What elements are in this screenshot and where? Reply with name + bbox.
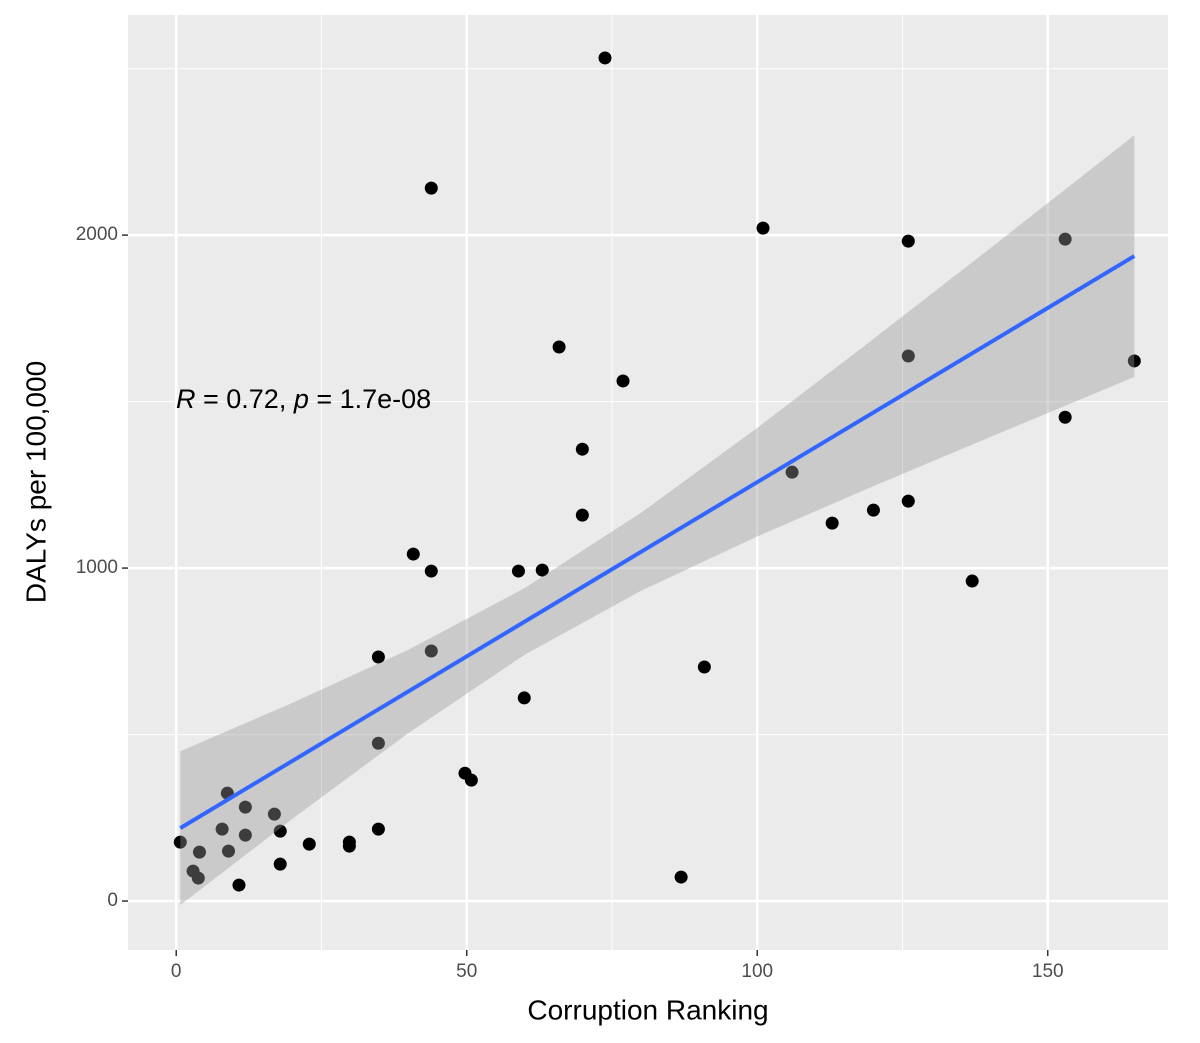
- point: [785, 465, 799, 479]
- y-axis-title: DALYs per 100,000: [20, 361, 51, 603]
- x-tick-label: 0: [171, 961, 182, 982]
- point: [238, 828, 252, 842]
- point: [371, 650, 385, 664]
- point: [173, 835, 187, 849]
- point: [575, 508, 589, 522]
- point: [1127, 354, 1141, 368]
- point: [273, 824, 287, 838]
- y-tick-label: 1000: [76, 557, 118, 578]
- point: [192, 845, 206, 859]
- point: [424, 181, 438, 195]
- panel: [128, 15, 1168, 950]
- point: [517, 691, 531, 705]
- point: [371, 736, 385, 750]
- point: [1058, 410, 1072, 424]
- point: [273, 857, 287, 871]
- point: [232, 878, 246, 892]
- point: [901, 494, 915, 508]
- point: [598, 51, 612, 65]
- point: [674, 870, 688, 884]
- point: [424, 644, 438, 658]
- point: [215, 822, 229, 836]
- annotation-part: p: [293, 384, 309, 414]
- point: [464, 773, 478, 787]
- y-tick-label: 2000: [76, 224, 118, 245]
- x-tick-label: 100: [741, 961, 773, 982]
- point: [756, 221, 770, 235]
- point: [866, 503, 880, 517]
- point: [535, 563, 549, 577]
- point: [302, 837, 316, 851]
- point: [406, 547, 420, 561]
- point: [1058, 232, 1072, 246]
- point: [424, 564, 438, 578]
- annotation: R = 0.72, p = 1.7e-08: [176, 384, 431, 414]
- annotation-part: = 0.72,: [196, 384, 294, 414]
- point: [552, 340, 566, 354]
- point: [901, 234, 915, 248]
- point: [371, 822, 385, 836]
- x-tick-label: 50: [456, 961, 477, 982]
- point: [575, 442, 589, 456]
- point: [616, 374, 630, 388]
- point: [342, 839, 356, 853]
- point: [238, 800, 252, 814]
- point: [901, 349, 915, 363]
- x-tick-label: 150: [1032, 961, 1064, 982]
- point: [965, 574, 979, 588]
- y-tick-label: 0: [107, 890, 118, 911]
- annotation-part: = 1.7e-08: [309, 384, 431, 414]
- point: [191, 871, 205, 885]
- confidence-band: [180, 135, 1135, 906]
- x-axis-title: Corruption Ranking: [527, 994, 768, 1025]
- point: [825, 516, 839, 530]
- point: [222, 844, 236, 858]
- fit-line: [179, 254, 1136, 830]
- point: [697, 660, 711, 674]
- annotation-part: R: [176, 384, 196, 414]
- point: [511, 564, 525, 578]
- point: [267, 807, 281, 821]
